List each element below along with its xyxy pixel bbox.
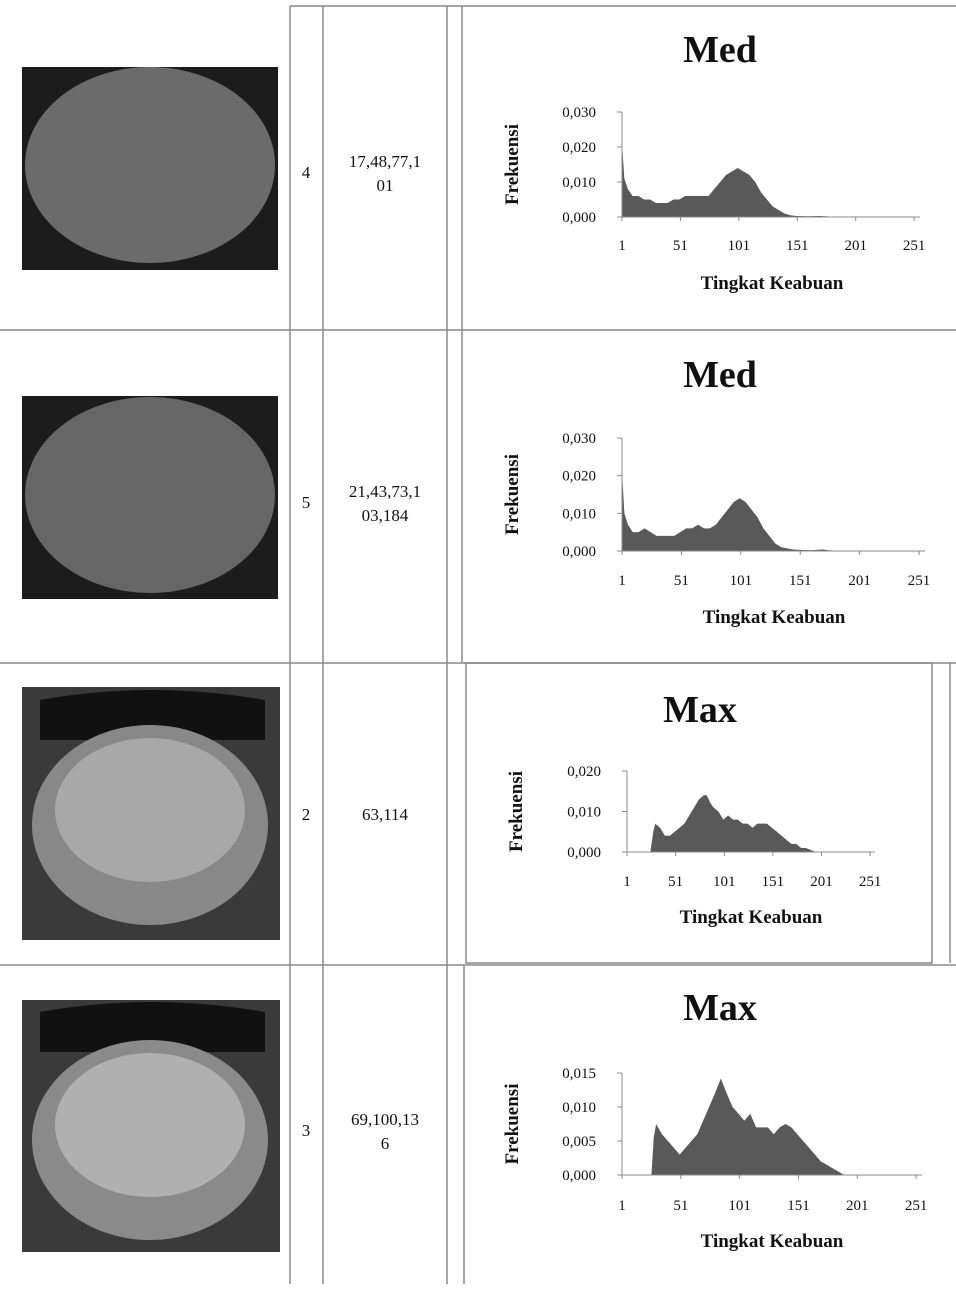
x-tick-label: 51 (673, 238, 688, 254)
y-tick-label: 0,015 (562, 1066, 596, 1082)
y-tick-label: 0,005 (562, 1134, 596, 1150)
x-tick-label: 251 (908, 573, 931, 589)
histogram-area (627, 795, 875, 852)
histogram-area (622, 471, 925, 551)
y-axis-label: Frekuensi (502, 1084, 523, 1165)
x-axis-label: Tingkat Keabuan (701, 273, 844, 294)
x-tick-label: 201 (810, 874, 833, 890)
y-tick-label: 0,030 (562, 431, 596, 447)
x-tick-label: 101 (730, 573, 753, 589)
y-tick-label: 0,010 (562, 506, 596, 522)
y-axis-label: Frekuensi (502, 124, 523, 205)
row-number: 4 (302, 163, 311, 182)
y-tick-label: 0,000 (562, 544, 596, 560)
y-tick-label: 0,000 (562, 210, 596, 226)
x-tick-label: 101 (713, 874, 736, 890)
x-axis-label: Tingkat Keabuan (703, 607, 846, 628)
y-tick-label: 0,010 (567, 805, 601, 821)
histogram-area (622, 143, 920, 217)
x-tick-label: 251 (859, 874, 882, 890)
x-tick-label: 1 (618, 1198, 626, 1214)
x-tick-label: 51 (674, 573, 689, 589)
x-tick-label: 1 (618, 238, 626, 254)
thresholds: 6 (381, 1134, 390, 1153)
x-tick-label: 51 (673, 1198, 688, 1214)
y-tick-label: 0,020 (567, 764, 601, 780)
thresholds: 03,184 (362, 506, 409, 525)
y-axis-label: Frekuensi (506, 771, 527, 852)
thresholds: 01 (377, 176, 394, 195)
x-axis-label: Tingkat Keabuan (680, 907, 823, 928)
x-axis-label: Tingkat Keabuan (701, 1231, 844, 1252)
tongue-image (22, 67, 280, 1252)
thresholds: 63,114 (362, 805, 409, 824)
chart-title: Med (683, 29, 757, 71)
y-tick-label: 0,020 (562, 469, 596, 485)
x-tick-label: 251 (903, 238, 926, 254)
x-tick-label: 151 (786, 238, 809, 254)
y-tick-label: 0,030 (562, 105, 596, 121)
x-tick-label: 101 (728, 1198, 751, 1214)
x-tick-label: 101 (728, 238, 751, 254)
y-axis-label: Frekuensi (502, 454, 523, 535)
thresholds: 21,43,73,1 (349, 482, 421, 501)
row-number: 3 (302, 1121, 311, 1140)
table-grid (0, 5, 956, 1284)
y-tick-label: 0,010 (562, 175, 596, 191)
chart-title: Max (683, 987, 757, 1029)
chart-title: Med (683, 354, 757, 396)
histogram-area (622, 1078, 922, 1175)
thresholds: 69,100,13 (351, 1110, 419, 1129)
x-tick-label: 1 (618, 573, 626, 589)
x-tick-label: 1 (623, 874, 631, 890)
chart-title: Max (663, 689, 737, 731)
y-tick-label: 0,000 (562, 1168, 596, 1184)
x-tick-label: 251 (905, 1198, 928, 1214)
y-tick-label: 0,010 (562, 1100, 596, 1116)
x-tick-label: 151 (789, 573, 812, 589)
x-tick-label: 151 (787, 1198, 810, 1214)
thresholds: 17,48,77,1 (349, 152, 421, 171)
row-number: 2 (302, 805, 311, 824)
x-tick-label: 201 (844, 238, 867, 254)
x-tick-label: 51 (668, 874, 683, 890)
x-tick-label: 201 (846, 1198, 869, 1214)
y-tick-label: 0,020 (562, 140, 596, 156)
row-number: 5 (302, 493, 311, 512)
x-tick-label: 201 (848, 573, 871, 589)
y-tick-label: 0,000 (567, 845, 601, 861)
x-tick-label: 151 (762, 874, 785, 890)
